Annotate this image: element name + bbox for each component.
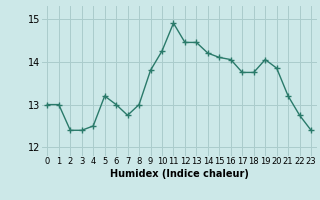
X-axis label: Humidex (Indice chaleur): Humidex (Indice chaleur): [110, 169, 249, 179]
